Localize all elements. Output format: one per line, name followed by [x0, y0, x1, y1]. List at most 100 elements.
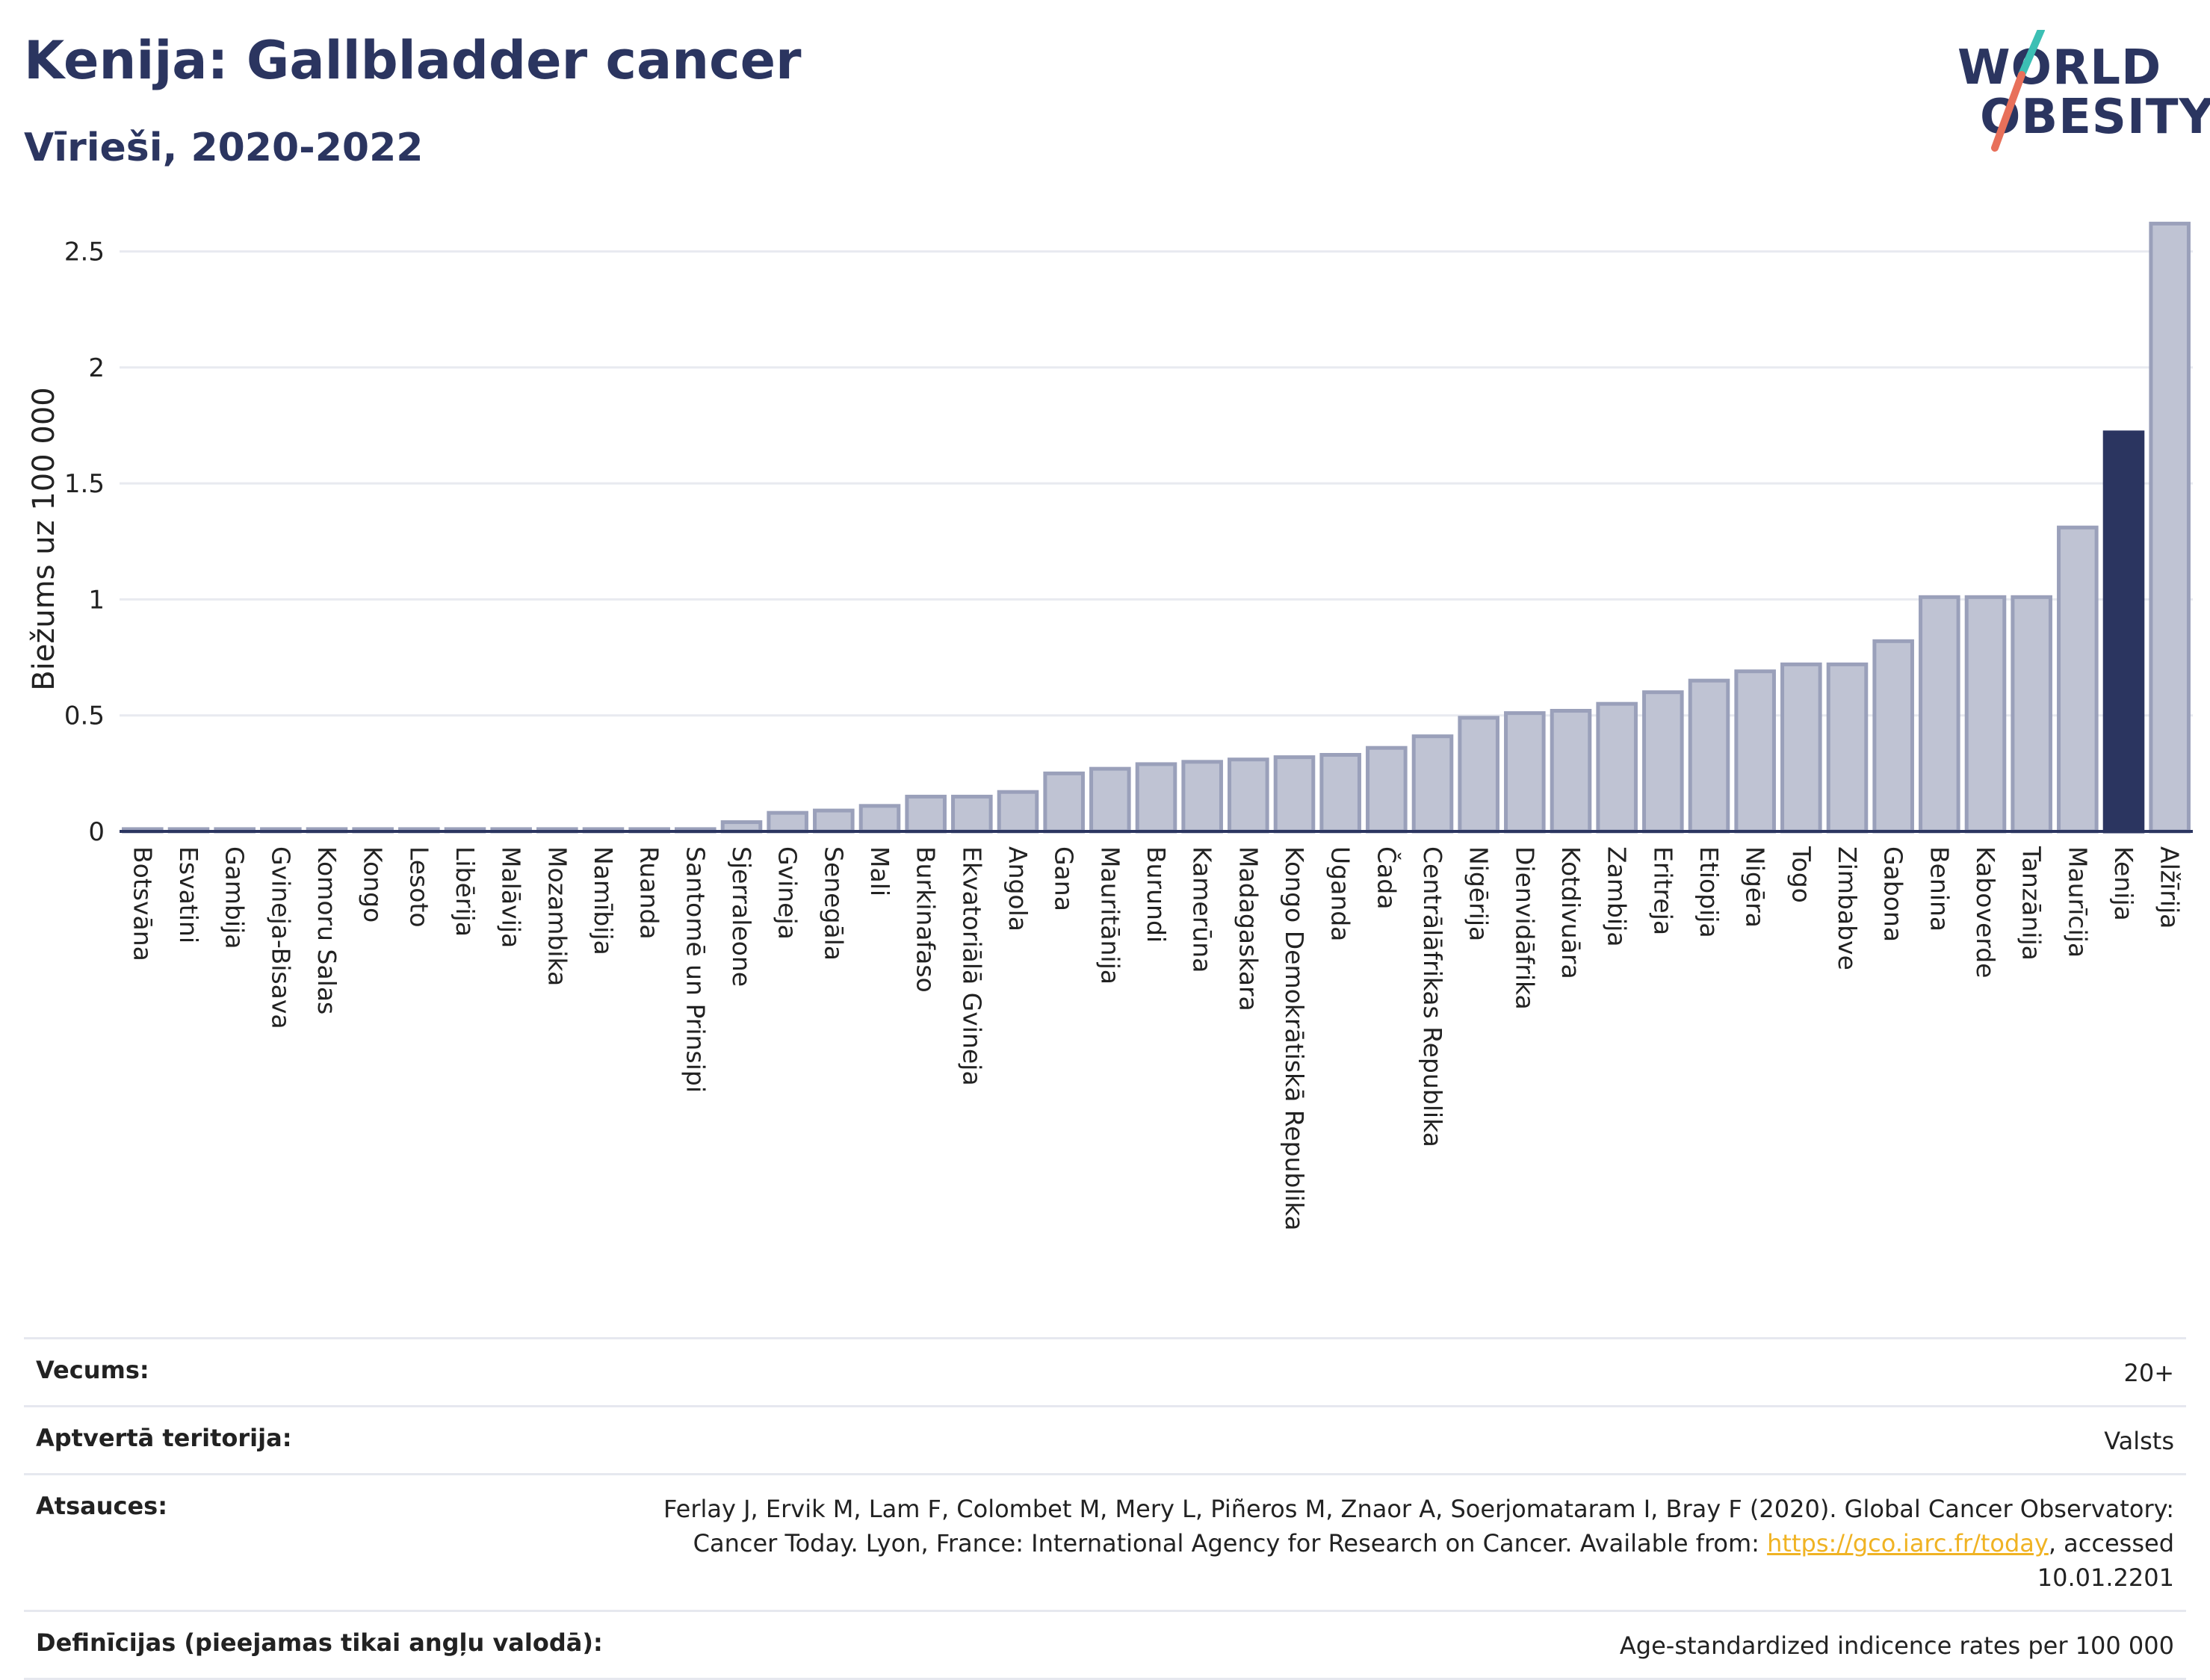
bar: [1642, 690, 1684, 834]
bar: [2057, 525, 2099, 834]
bar: [1043, 771, 1085, 834]
x-tick-label: Angola: [1003, 846, 1033, 932]
x-tick-label: Gabona: [1879, 846, 1908, 942]
x-tick-label: Ruanda: [635, 846, 664, 940]
x-tick-label: Benina: [1925, 846, 1954, 932]
reference-link[interactable]: https://gco.iarc.fr/today: [1767, 1529, 2049, 1557]
x-tick-label: Tanzānija: [2017, 846, 2046, 961]
x-tick-label: Mozambika: [542, 846, 572, 986]
x-tick-label: Burkinafaso: [911, 846, 941, 993]
bar: [951, 794, 993, 834]
bar: [1273, 755, 1316, 834]
x-tick-label: Sjerraleone: [727, 846, 756, 987]
bar: [1919, 595, 1960, 834]
bar-chart: 0 0.5 1 1.5 2 2.5 Botsvāna Esvatini Gambija Gvin…: [27, 221, 2193, 1230]
x-tick-label: Gvineja-Bisava: [266, 846, 295, 1029]
y-tick-label: 1: [88, 585, 105, 615]
bar: [1550, 709, 1592, 834]
bar: [1319, 753, 1361, 834]
x-tick-label: Namībija: [589, 846, 618, 955]
info-label: Atsauces:: [36, 1492, 167, 1520]
y-tick-label: 0: [88, 817, 105, 847]
x-tick-label: Madagaskara: [1234, 846, 1263, 1011]
x-tick-label: Ekvatoriālā Gvineja: [957, 846, 986, 1086]
info-table: Vecums: 20+ Aptvertā teritorija: Valsts …: [24, 1337, 2186, 1680]
x-tick-label: Senegāla: [819, 846, 848, 961]
x-tick-label: Burundi: [1142, 846, 1171, 943]
bar: [997, 790, 1039, 834]
x-tick-label: Lesoto: [404, 846, 433, 928]
info-label: Vecums:: [36, 1356, 149, 1384]
grid-lines: [120, 250, 2193, 717]
y-tick-label: 0.5: [64, 701, 105, 731]
bar: [1181, 760, 1223, 834]
x-tick-label: Gambija: [220, 846, 250, 949]
x-tick-label: Malāvija: [497, 846, 526, 948]
logo-line-2: OBESITY: [1980, 90, 2210, 145]
x-tick-label: Etiopija: [1694, 846, 1724, 938]
x-tick-label: Zambija: [1603, 846, 1632, 946]
bar: [1366, 746, 1408, 834]
bar: [1872, 639, 1914, 834]
info-row-territory: Aptvertā teritorija: Valsts: [24, 1405, 2186, 1473]
bar-highlight: [2102, 430, 2145, 834]
x-tick-label: Kongo: [359, 846, 388, 923]
reference-accessed: , accessed 10.01.2201: [2037, 1529, 2174, 1592]
info-row-references: Atsauces: Ferlay J, Ervik M, Lam F, Colo…: [24, 1473, 2186, 1610]
bar: [1688, 678, 1730, 834]
bar: [1734, 669, 1776, 834]
info-value: 20+: [2123, 1359, 2174, 1387]
y-tick-label: 2: [88, 353, 105, 383]
bar: [858, 804, 901, 834]
info-label: Aptvertā teritorija:: [36, 1424, 292, 1452]
x-tick-label: Kaboverde: [1971, 846, 2000, 979]
y-axis-ticks: 0 0.5 1 1.5 2 2.5: [64, 238, 105, 847]
info-value: Age-standardized indicence rates per 100…: [1619, 1631, 2174, 1660]
x-axis-labels: Botsvāna Esvatini Gambija Gvineja-Bisava Kom…: [128, 846, 2184, 1230]
x-tick-label: Uganda: [1326, 846, 1355, 941]
y-tick-label: 1.5: [64, 469, 105, 499]
y-tick-label: 2.5: [64, 238, 105, 267]
logo-line-1: WORLD: [1957, 40, 2162, 96]
bar: [1826, 662, 1869, 834]
bar: [905, 794, 947, 834]
reference-text: Ferlay J, Ervik M, Lam F, Colombet M, Me…: [663, 1495, 2174, 1557]
x-tick-label: Maurīcija: [2063, 846, 2092, 958]
x-tick-label: Libērija: [451, 846, 480, 937]
chart-subtitle: Vīrieši, 2020-2022: [24, 125, 424, 170]
y-axis-label: Biežums uz 100 000: [27, 387, 61, 691]
bar: [2011, 595, 2052, 834]
x-tick-label: Zimbabve: [1833, 846, 1862, 970]
x-tick-label: Santomē un Prinsipi: [681, 846, 710, 1093]
world-obesity-logo: WORLD OBESITY: [1950, 30, 2210, 157]
x-tick-label: Centrālāfrikas Republika: [1418, 846, 1447, 1147]
x-tick-label: Komoru Salas: [312, 846, 341, 1014]
bar: [1596, 701, 1638, 834]
x-tick-label: Eritreja: [1648, 846, 1677, 935]
x-tick-label: Kamerūna: [1188, 846, 1217, 973]
x-tick-label: Nigēra: [1741, 846, 1770, 928]
x-tick-label: Botsvāna: [128, 846, 157, 961]
x-tick-label: Gana: [1050, 846, 1079, 911]
x-tick-label: Alžīrija: [2155, 846, 2185, 929]
bar: [1135, 762, 1177, 834]
x-tick-label: Mauritānija: [1095, 846, 1124, 985]
x-tick-label: Togo: [1786, 846, 1816, 903]
bar: [1089, 766, 1131, 834]
info-row-age: Vecums: 20+: [24, 1337, 2186, 1405]
bars: [122, 221, 2191, 834]
x-tick-label: Esvatini: [174, 846, 203, 943]
bar: [813, 808, 855, 834]
bar: [1228, 757, 1269, 834]
x-tick-label: Mali: [865, 846, 894, 896]
chart-title: Kenija: Gallbladder cancer: [24, 30, 802, 91]
info-value: Valsts: [2104, 1427, 2174, 1455]
x-tick-label: Gvineja: [773, 846, 802, 940]
bar: [1504, 711, 1546, 834]
bar: [1411, 734, 1454, 834]
x-tick-label: Kenija: [2109, 846, 2138, 921]
bar: [2149, 221, 2191, 834]
x-tick-label: Kongo Demokrātiskā Republika: [1280, 846, 1309, 1230]
bar: [1458, 716, 1499, 834]
x-tick-label: Kotdivuāra: [1556, 846, 1585, 979]
